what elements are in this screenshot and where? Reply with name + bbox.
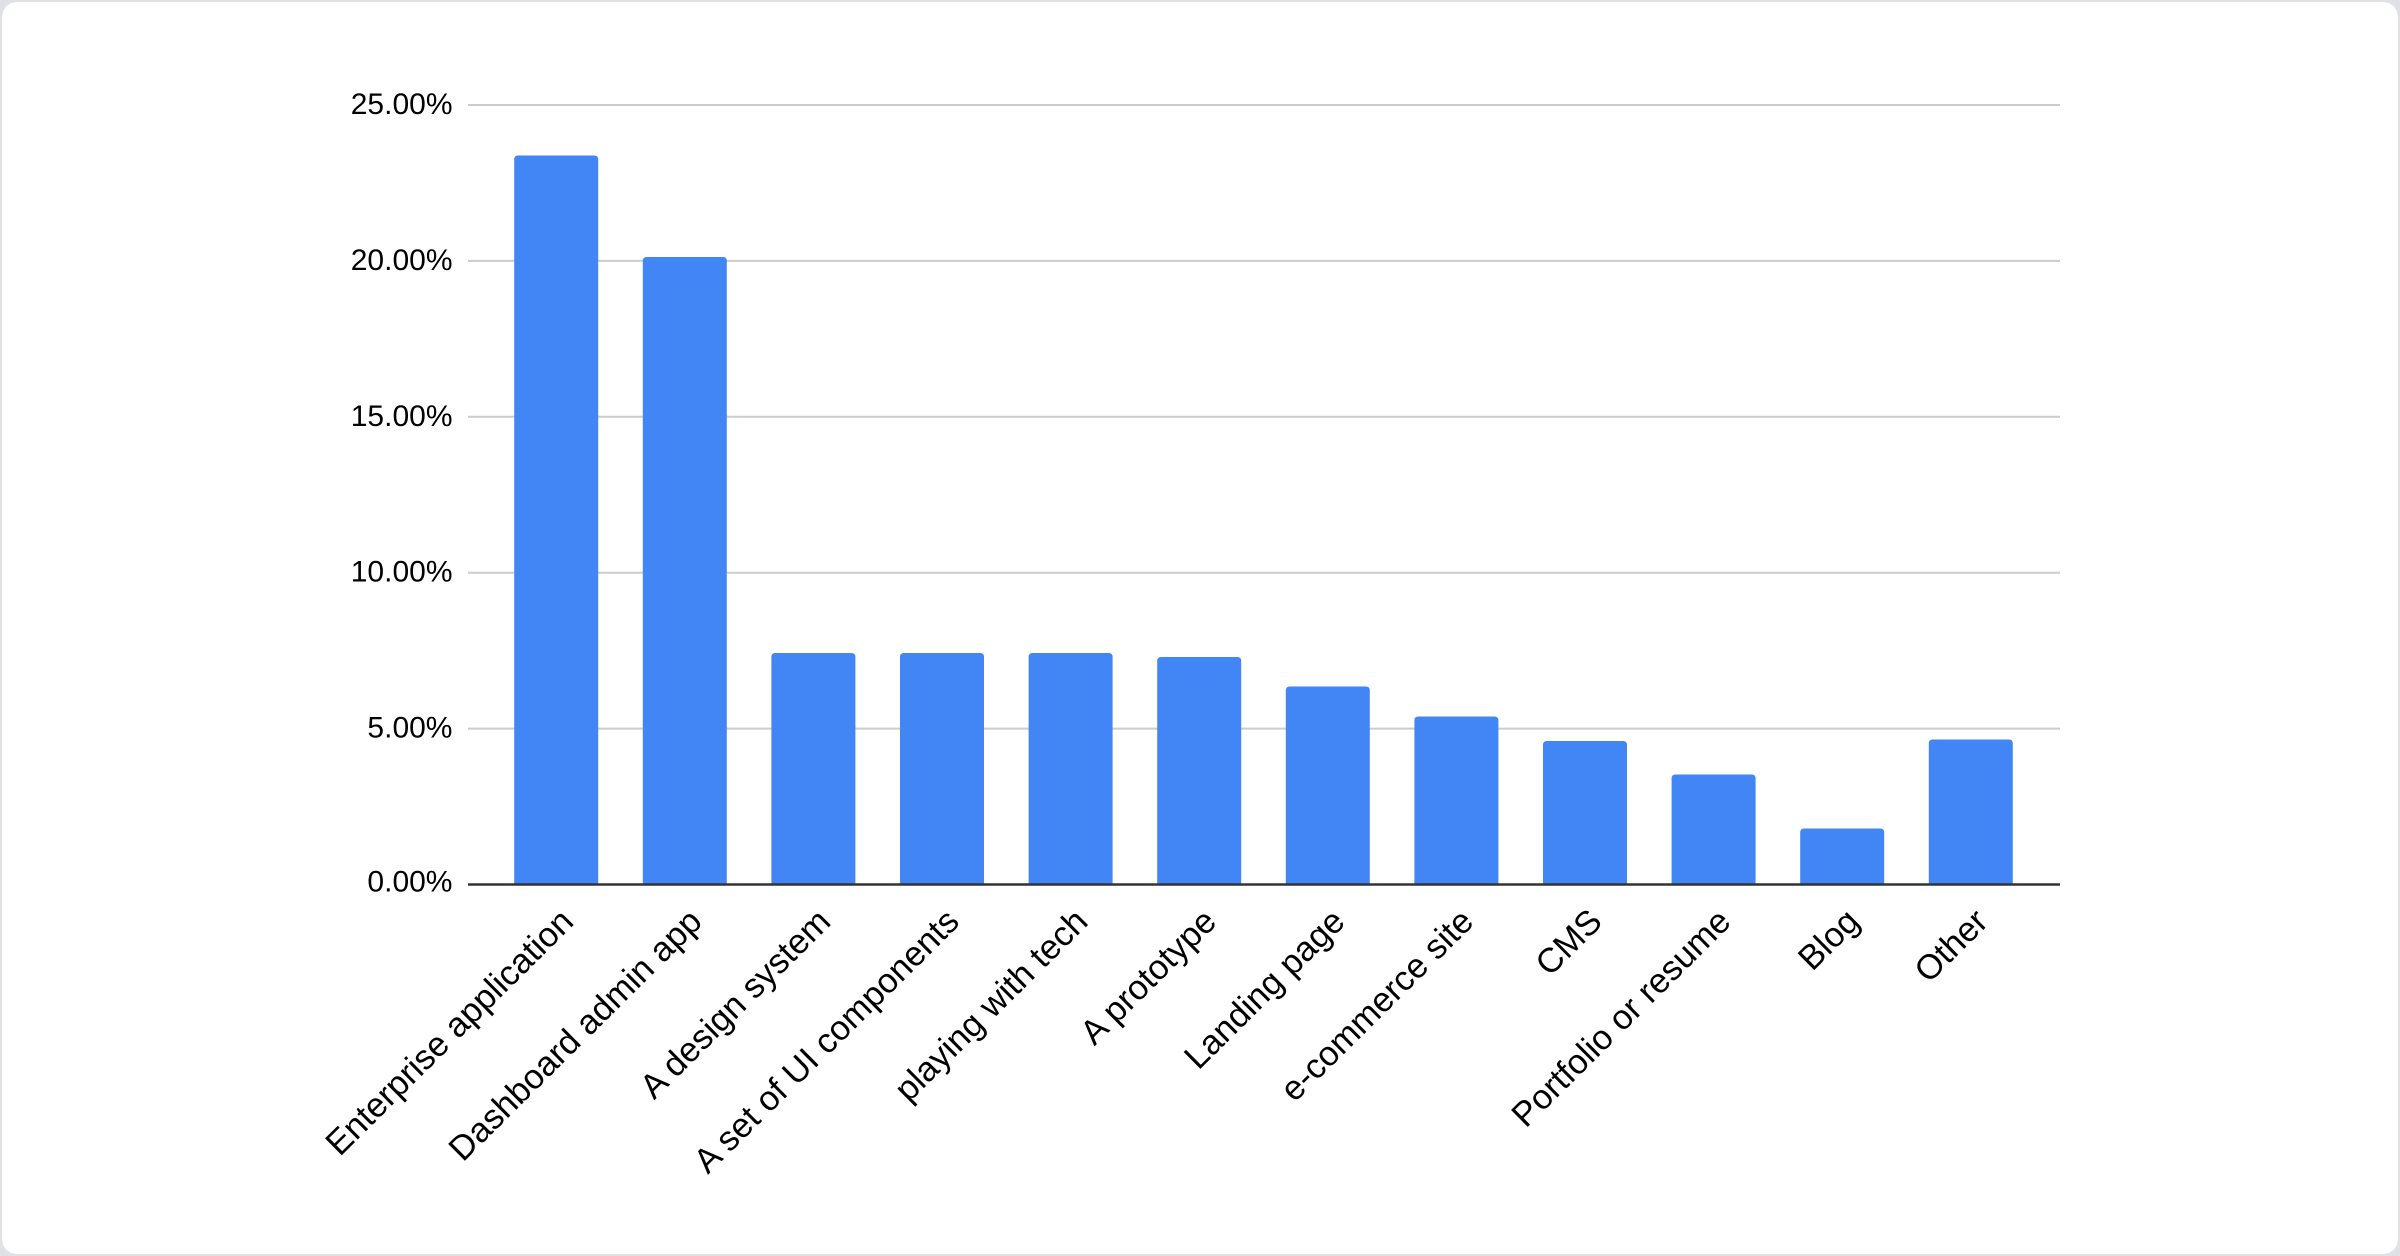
svg-text:Dashboard admin app: Dashboard admin app [442, 902, 710, 1168]
svg-text:10.00%: 10.00% [351, 556, 453, 589]
svg-text:5.00%: 5.00% [367, 712, 452, 745]
svg-text:Blog: Blog [1791, 902, 1867, 978]
svg-text:Enterprise application: Enterprise application [319, 902, 581, 1163]
svg-text:15.00%: 15.00% [351, 400, 453, 433]
svg-text:25.00%: 25.00% [351, 88, 453, 121]
svg-text:CMS: CMS [1528, 902, 1609, 983]
svg-text:Other: Other [1907, 902, 1995, 990]
svg-text:20.00%: 20.00% [351, 244, 453, 277]
svg-text:A set of UI components: A set of UI components [687, 902, 967, 1180]
svg-text:Portfolio or resume: Portfolio or resume [1505, 902, 1739, 1134]
svg-text:0.00%: 0.00% [367, 866, 452, 899]
